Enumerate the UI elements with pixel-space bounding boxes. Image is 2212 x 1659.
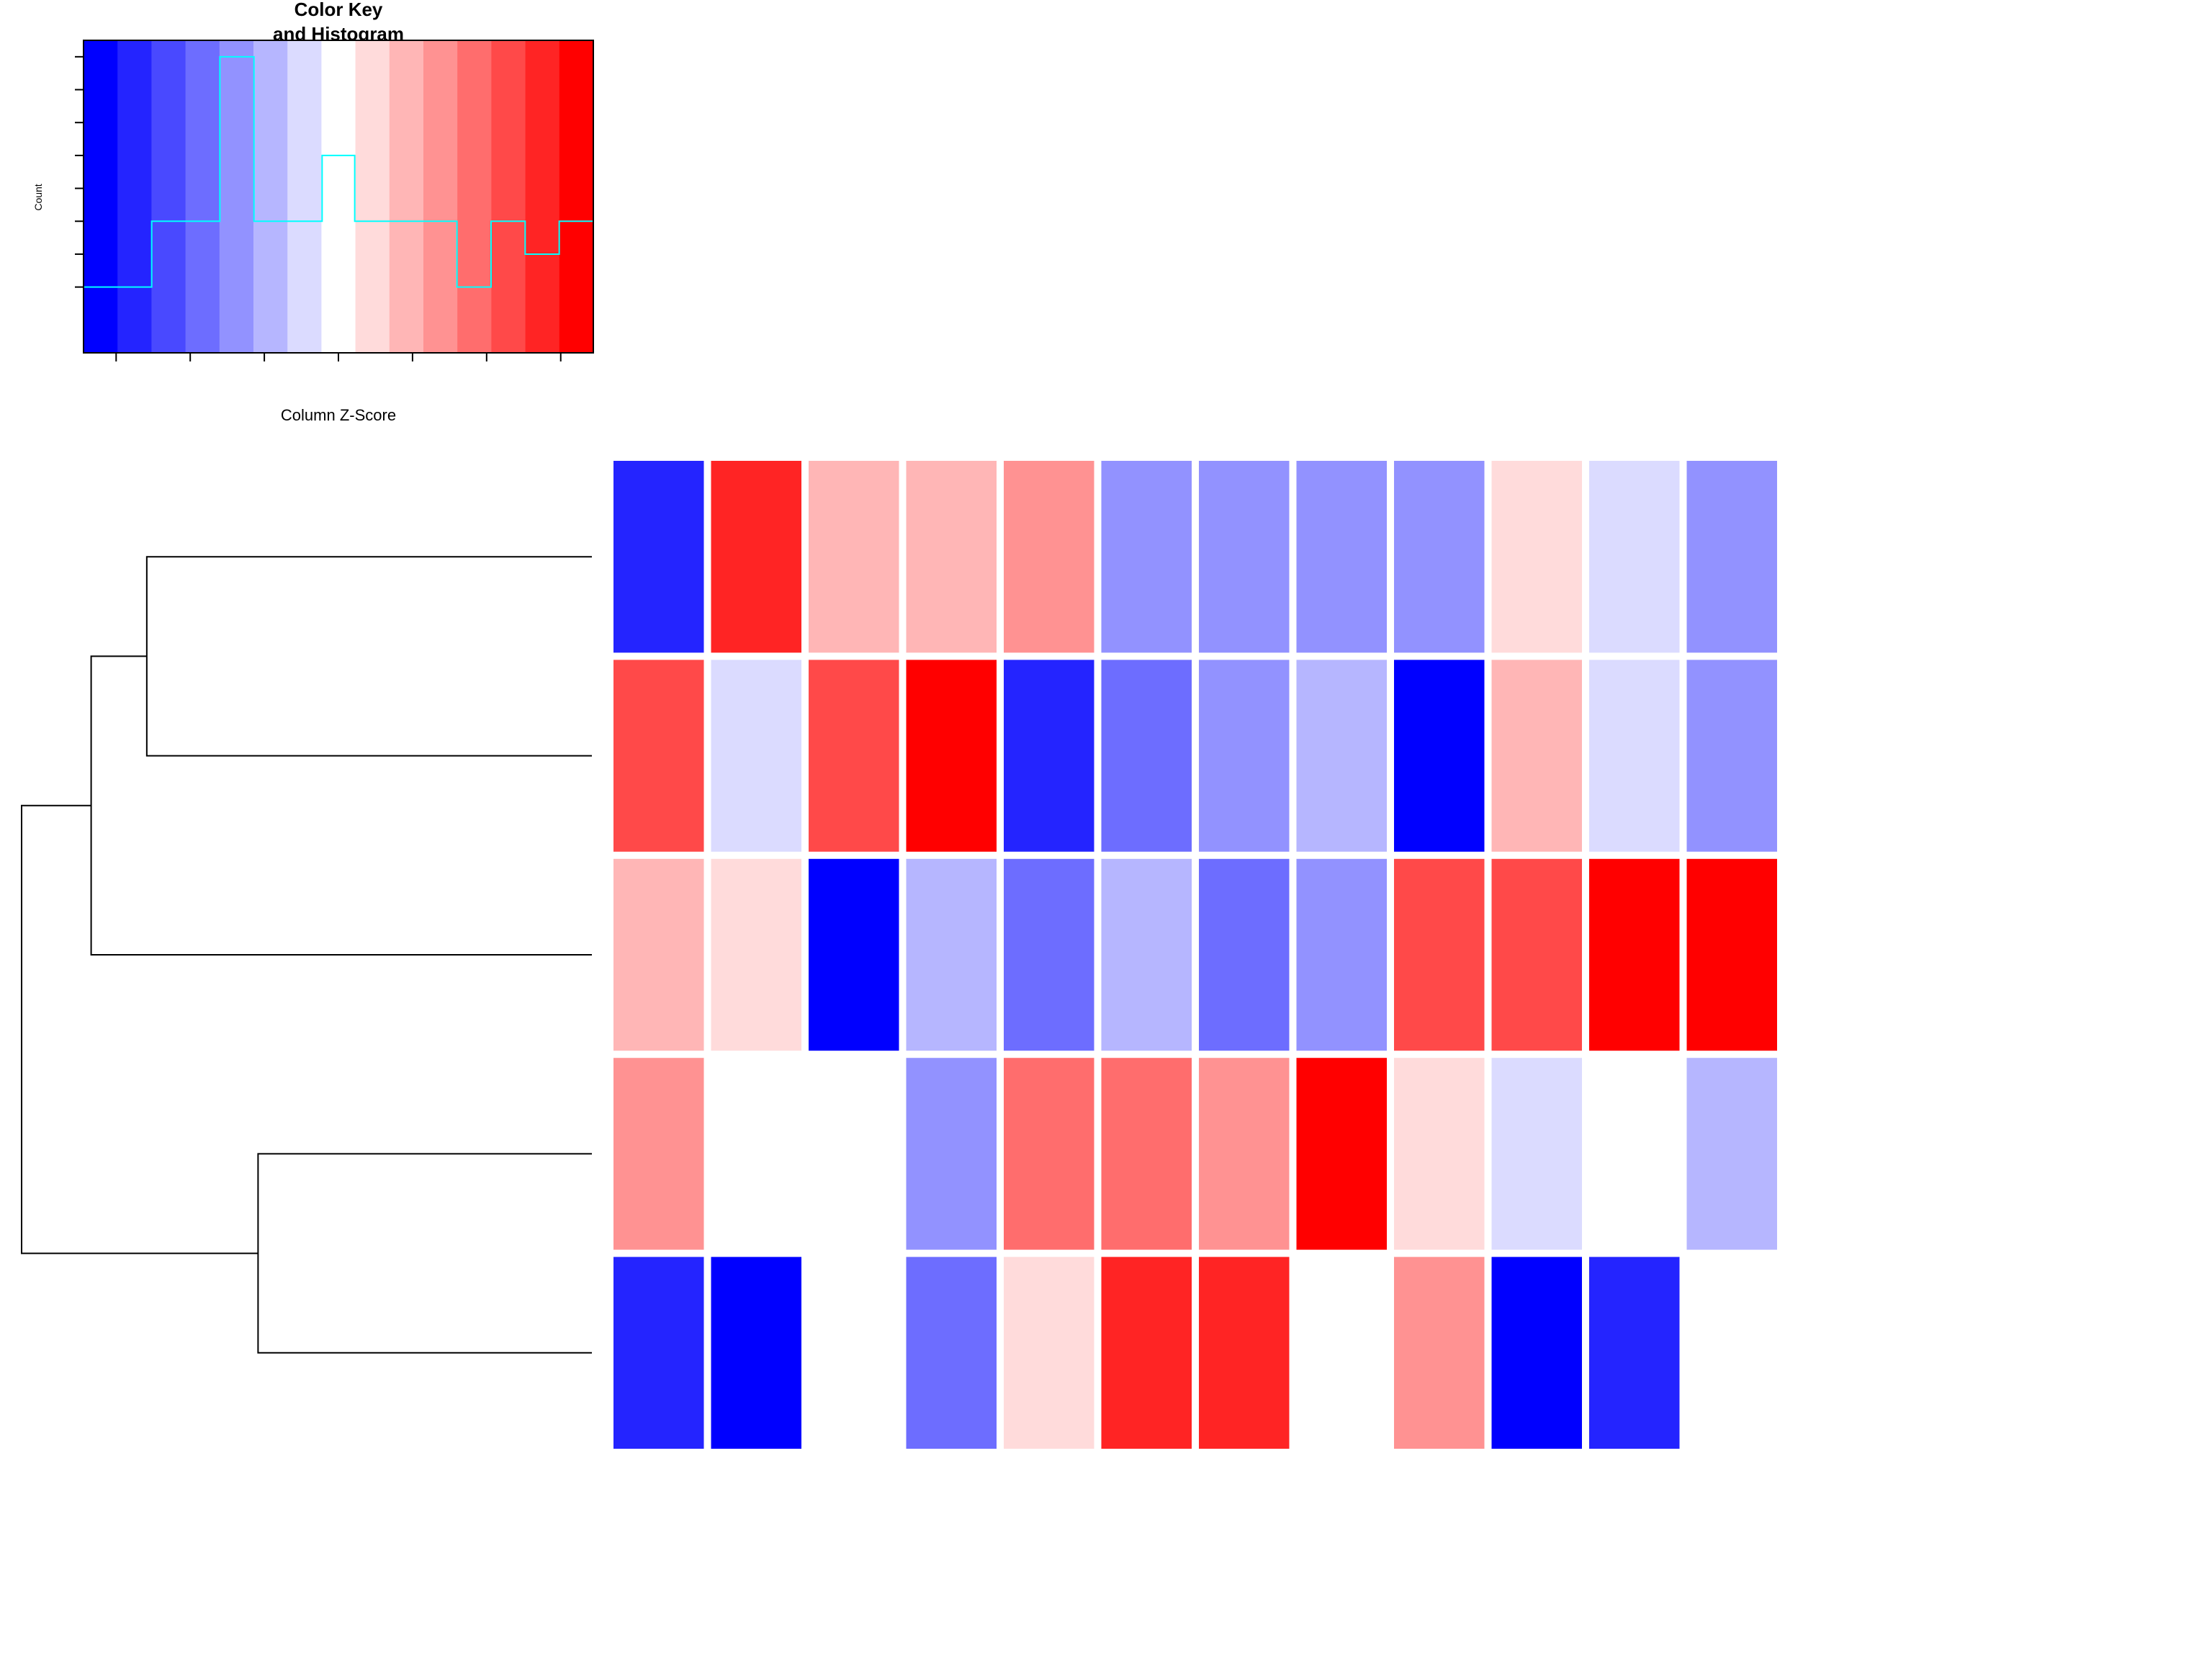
heatmap-cell-2017-Aug <box>1296 1256 1387 1449</box>
heatmap-cell-2019-Jun <box>1101 1058 1192 1250</box>
color-key-band-10 <box>389 40 424 353</box>
heatmap-cell-2019-Nov <box>1589 1058 1680 1250</box>
heatmap-cell-2018-Feb <box>711 660 801 852</box>
heatmap-cell-2017-Apr <box>906 1256 997 1449</box>
heatmap-cell-2017-Oct <box>1491 1256 1582 1449</box>
heatmap-cell-2020-Jun <box>1101 858 1192 1051</box>
heatmap-cell-2021-Sep <box>1394 461 1485 653</box>
color-key-x-axis <box>115 353 562 361</box>
heatmap-cell-2017-Jul <box>1199 1256 1290 1449</box>
color-key-y-axis <box>75 55 84 288</box>
heatmap-cell-2017-Nov <box>1589 1256 1680 1449</box>
heatmap-cell-2021-Jan <box>613 461 704 653</box>
heatmap-cell-2019-Oct <box>1491 1058 1582 1250</box>
heatmap-cell-2018-Oct <box>1491 660 1582 852</box>
heatmap-cell-2017-Mar <box>809 1256 899 1449</box>
heatmap-cell-2021-May <box>1004 461 1094 653</box>
color-key-band-13 <box>491 40 526 353</box>
heatmap-cells <box>613 461 1777 1449</box>
heatmap-cell-2021-Feb <box>711 461 801 653</box>
heatmap-cell-2021-Jun <box>1101 461 1192 653</box>
heatmap-cell-2018-May <box>1004 660 1094 852</box>
row-dendrogram <box>21 556 592 1354</box>
heatmap-cell-2019-Apr <box>906 1058 997 1250</box>
heatmap-cell-2018-Dec <box>1686 660 1777 852</box>
heatmap-cell-2017-Sep <box>1394 1256 1485 1449</box>
heatmap-cell-2020-Feb <box>711 858 801 1051</box>
heatmap-cell-2019-Aug <box>1296 1058 1387 1250</box>
color-key-band-6 <box>253 40 288 353</box>
heatmap-cell-2021-Aug <box>1296 461 1387 653</box>
color-key-band-1 <box>84 40 118 353</box>
heatmap-cell-2017-Jun <box>1101 1256 1192 1449</box>
heatmap-cell-2017-Feb <box>711 1256 801 1449</box>
heatmap-cell-2021-Apr <box>906 461 997 653</box>
heatmap-cell-2019-Dec <box>1686 1058 1777 1250</box>
heatmap-cell-2018-Aug <box>1296 660 1387 852</box>
heatmap-cell-2021-Dec <box>1686 461 1777 653</box>
heatmap-cell-2020-Dec <box>1686 858 1777 1051</box>
color-key-band-9 <box>355 40 390 353</box>
color-key: Color Key and Histogram Column Z-Score C… <box>32 0 594 424</box>
color-key-band-3 <box>151 40 186 353</box>
heatmap-cell-2017-Jan <box>613 1256 704 1449</box>
heatmap-cell-2021-Jul <box>1199 461 1290 653</box>
heatmap-cell-2017-May <box>1004 1256 1094 1449</box>
dendrogram-branch-3 <box>257 1153 592 1354</box>
heatmap-cell-2019-May <box>1004 1058 1094 1250</box>
heatmap-cell-2018-Nov <box>1589 660 1680 852</box>
color-key-band-11 <box>423 40 458 353</box>
color-key-band-15 <box>559 40 594 353</box>
color-key-band-8 <box>321 40 356 353</box>
heatmap-cell-2018-Apr <box>906 660 997 852</box>
heatmap-cell-2019-Feb <box>711 1058 801 1250</box>
dendrogram-branch-1 <box>145 556 592 757</box>
color-key-histogram <box>84 55 593 288</box>
heatmap-cell-2021-Oct <box>1491 461 1582 653</box>
heatmap-cell-2020-Mar <box>809 858 899 1051</box>
color-key-band-12 <box>457 40 492 353</box>
color-key-band-2 <box>117 40 152 353</box>
color-key-band-14 <box>525 40 560 353</box>
heatmap-cell-2020-Jan <box>613 858 704 1051</box>
heatmap-cell-2021-Nov <box>1589 461 1680 653</box>
color-key-band-4 <box>185 40 220 353</box>
color-key-y-label: Count <box>32 184 44 210</box>
heatmap-cell-2018-Sep <box>1394 660 1485 852</box>
color-key-x-label: Column Z-Score <box>281 406 396 424</box>
heatmap-cell-2020-Oct <box>1491 858 1582 1051</box>
heatmap-cell-2018-Mar <box>809 660 899 852</box>
heatmap-cell-2021-Mar <box>809 461 899 653</box>
heatmap-cell-2020-Aug <box>1296 858 1387 1051</box>
heatmap-cell-2020-Apr <box>906 858 997 1051</box>
heatmap-cell-2018-Jan <box>613 660 704 852</box>
color-key-bands <box>84 40 594 353</box>
heatmap-cell-2018-Jun <box>1101 660 1192 852</box>
dendrogram-branch-4 <box>21 804 258 1254</box>
color-key-title-line-1: Color Key <box>295 0 383 20</box>
heatmap-cell-2019-Jul <box>1199 1058 1290 1250</box>
heatmap-cell-2020-Nov <box>1589 858 1680 1051</box>
heatmap-cell-2020-Jul <box>1199 858 1290 1051</box>
heatmap-cell-2017-Dec <box>1686 1256 1777 1449</box>
dendrogram-branch-2 <box>90 655 592 956</box>
color-key-band-5 <box>219 40 254 353</box>
heatmap-cell-2019-Mar <box>809 1058 899 1250</box>
heatmap-cell-2019-Sep <box>1394 1058 1485 1250</box>
heatmap-cell-2020-Sep <box>1394 858 1485 1051</box>
heatmap-cell-2020-May <box>1004 858 1094 1051</box>
heatmap-cell-2018-Jul <box>1199 660 1290 852</box>
color-key-band-7 <box>287 40 322 353</box>
heatmap-cell-2019-Jan <box>613 1058 704 1250</box>
